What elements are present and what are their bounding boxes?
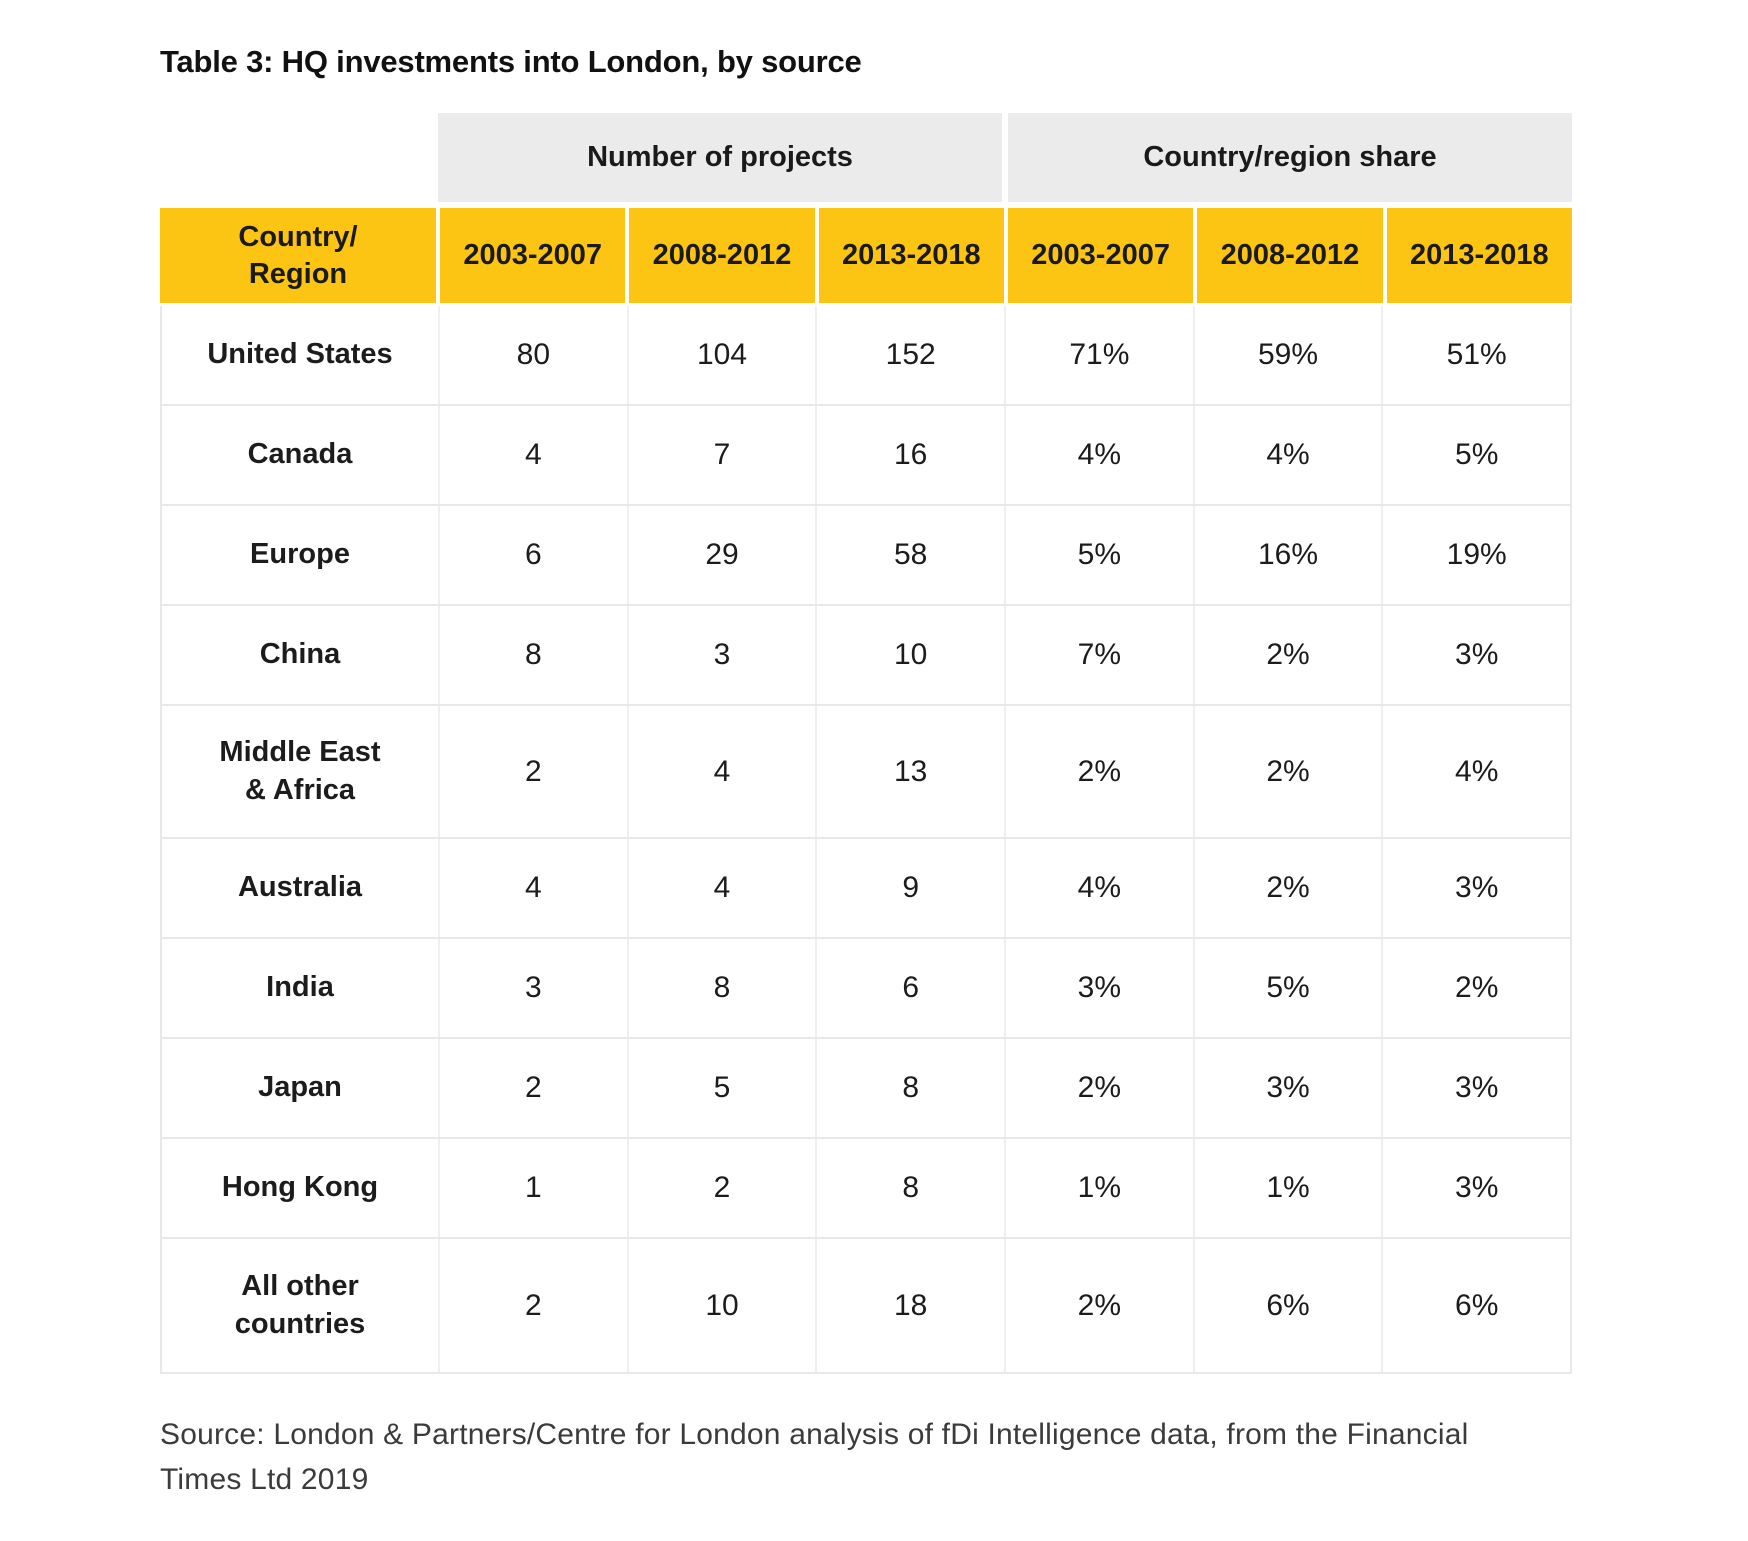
table-cell: 4% — [1004, 839, 1193, 937]
table-row-hong-kong: Hong Kong 1 2 8 1% 1% 3% — [162, 1139, 1570, 1239]
table-cell: 4% — [1192, 406, 1382, 504]
table-cell: 29 — [626, 506, 816, 604]
table-cell: 2% — [1004, 1239, 1193, 1372]
row-label: Hong Kong — [221, 1171, 379, 1204]
table-cell: 8 — [626, 939, 816, 1037]
table-cell: 18 — [815, 1239, 1004, 1372]
row-label: United States — [207, 338, 393, 371]
table-row-japan: Japan 2 5 8 2% 3% 3% — [162, 1039, 1570, 1139]
table-cell: 59% — [1192, 306, 1382, 404]
table-row-australia: Australia 4 4 9 4% 2% 3% — [162, 839, 1570, 939]
table-cell: 1% — [1192, 1139, 1382, 1237]
table-row-europe: Europe 6 29 58 5% 16% 19% — [162, 506, 1570, 606]
table-body: United States 80 104 152 71% 59% 51% Can… — [160, 306, 1572, 1374]
table-cell: 2 — [438, 706, 627, 837]
table-cell: 8 — [815, 1139, 1004, 1237]
table-cell: 10 — [815, 606, 1004, 704]
table-cell: 9 — [815, 839, 1004, 937]
table-row-india: India 3 8 6 3% 5% 2% — [162, 939, 1570, 1039]
row-label: Canada — [247, 438, 353, 471]
source-note: Source: London & Partners/Centre for Lon… — [160, 1418, 1469, 1496]
table-cell: 2 — [626, 1139, 816, 1237]
table-cell: 2% — [1192, 706, 1382, 837]
table-cell: 6% — [1192, 1239, 1382, 1372]
row-label: China — [259, 638, 341, 671]
row-label: Middle East & Africa — [219, 735, 381, 806]
table-cell: 3% — [1381, 1139, 1570, 1237]
table-cell: 2 — [438, 1039, 627, 1137]
table-cell: 51% — [1381, 306, 1570, 404]
table-cell: 19% — [1381, 506, 1570, 604]
table-cell: 2% — [1381, 939, 1570, 1037]
table-cell: 2% — [1192, 606, 1382, 704]
table-row-united-states: United States 80 104 152 71% 59% 51% — [162, 306, 1570, 406]
table-title: Table 3: HQ investments into London, by … — [160, 44, 862, 79]
hq-investments-table: Number of projects Country/region share … — [160, 113, 1572, 1374]
row-label: Japan — [258, 1071, 342, 1104]
table-cell: 2% — [1192, 839, 1382, 937]
column-header-country-region: Country/ Region — [160, 208, 436, 303]
table-cell: 4% — [1381, 706, 1570, 837]
table-cell: 5% — [1192, 939, 1382, 1037]
table-cell: 4 — [626, 839, 816, 937]
table-cell: 2 — [438, 1239, 627, 1372]
table-cell: 8 — [438, 606, 627, 704]
table-cell: 7% — [1004, 606, 1193, 704]
table-cell: 13 — [815, 706, 1004, 837]
table-cell: 7 — [626, 406, 816, 504]
table-cell: 16 — [815, 406, 1004, 504]
table-cell: 1 — [438, 1139, 627, 1237]
group-header-country-region-share: Country/region share — [1008, 113, 1572, 202]
table-cell: 5% — [1381, 406, 1570, 504]
table-cell: 6 — [815, 939, 1004, 1037]
table-cell: 6% — [1381, 1239, 1570, 1372]
row-label: Europe — [250, 538, 350, 571]
column-header-projects-2013-2018: 2013-2018 — [818, 208, 1004, 303]
row-label: India — [266, 971, 334, 1004]
column-header-projects-2003-2007: 2003-2007 — [440, 208, 626, 303]
table-cell: 10 — [626, 1239, 816, 1372]
table-cell: 1% — [1004, 1139, 1193, 1237]
table-cell: 3 — [626, 606, 816, 704]
table-cell: 5% — [1004, 506, 1193, 604]
column-header-share-2003-2007: 2003-2007 — [1007, 208, 1194, 303]
table-cell: 80 — [438, 306, 627, 404]
row-label: Australia — [237, 871, 363, 904]
table-row-middle-east-africa: Middle East & Africa 2 4 13 2% 2% 4% — [162, 706, 1570, 839]
table-cell: 3 — [438, 939, 627, 1037]
table-cell: 6 — [438, 506, 627, 604]
table-cell: 3% — [1381, 606, 1570, 704]
table-cell: 4 — [438, 839, 627, 937]
column-header-share-2013-2018: 2013-2018 — [1386, 208, 1572, 303]
table-cell: 3% — [1381, 1039, 1570, 1137]
table-cell: 3% — [1192, 1039, 1382, 1137]
table-cell: 4 — [626, 706, 816, 837]
table-cell: 2% — [1004, 1039, 1193, 1137]
table-cell: 58 — [815, 506, 1004, 604]
table-cell: 2% — [1004, 706, 1193, 837]
column-header-share-2008-2012: 2008-2012 — [1197, 208, 1383, 303]
table-cell: 71% — [1004, 306, 1193, 404]
group-header-spacer — [160, 113, 438, 202]
table-row-china: China 8 3 10 7% 2% 3% — [162, 606, 1570, 706]
table-cell: 152 — [815, 306, 1004, 404]
row-label: All other countries — [234, 1269, 366, 1340]
table-cell: 8 — [815, 1039, 1004, 1137]
table-cell: 3% — [1004, 939, 1193, 1037]
group-header-number-of-projects: Number of projects — [438, 113, 1002, 202]
table-cell: 4 — [438, 406, 627, 504]
group-header-row: Number of projects Country/region share — [160, 113, 1572, 202]
column-header-projects-2008-2012: 2008-2012 — [629, 208, 815, 303]
table-row-canada: Canada 4 7 16 4% 4% 5% — [162, 406, 1570, 506]
table-cell: 16% — [1192, 506, 1382, 604]
column-header-row: Country/ Region 2003-2007 2008-2012 2013… — [160, 208, 1572, 303]
table-cell: 104 — [626, 306, 816, 404]
table-cell: 4% — [1004, 406, 1193, 504]
table-cell: 5 — [626, 1039, 816, 1137]
table-row-all-other-countries: All other countries 2 10 18 2% 6% 6% — [162, 1239, 1570, 1372]
table-cell: 3% — [1381, 839, 1570, 937]
